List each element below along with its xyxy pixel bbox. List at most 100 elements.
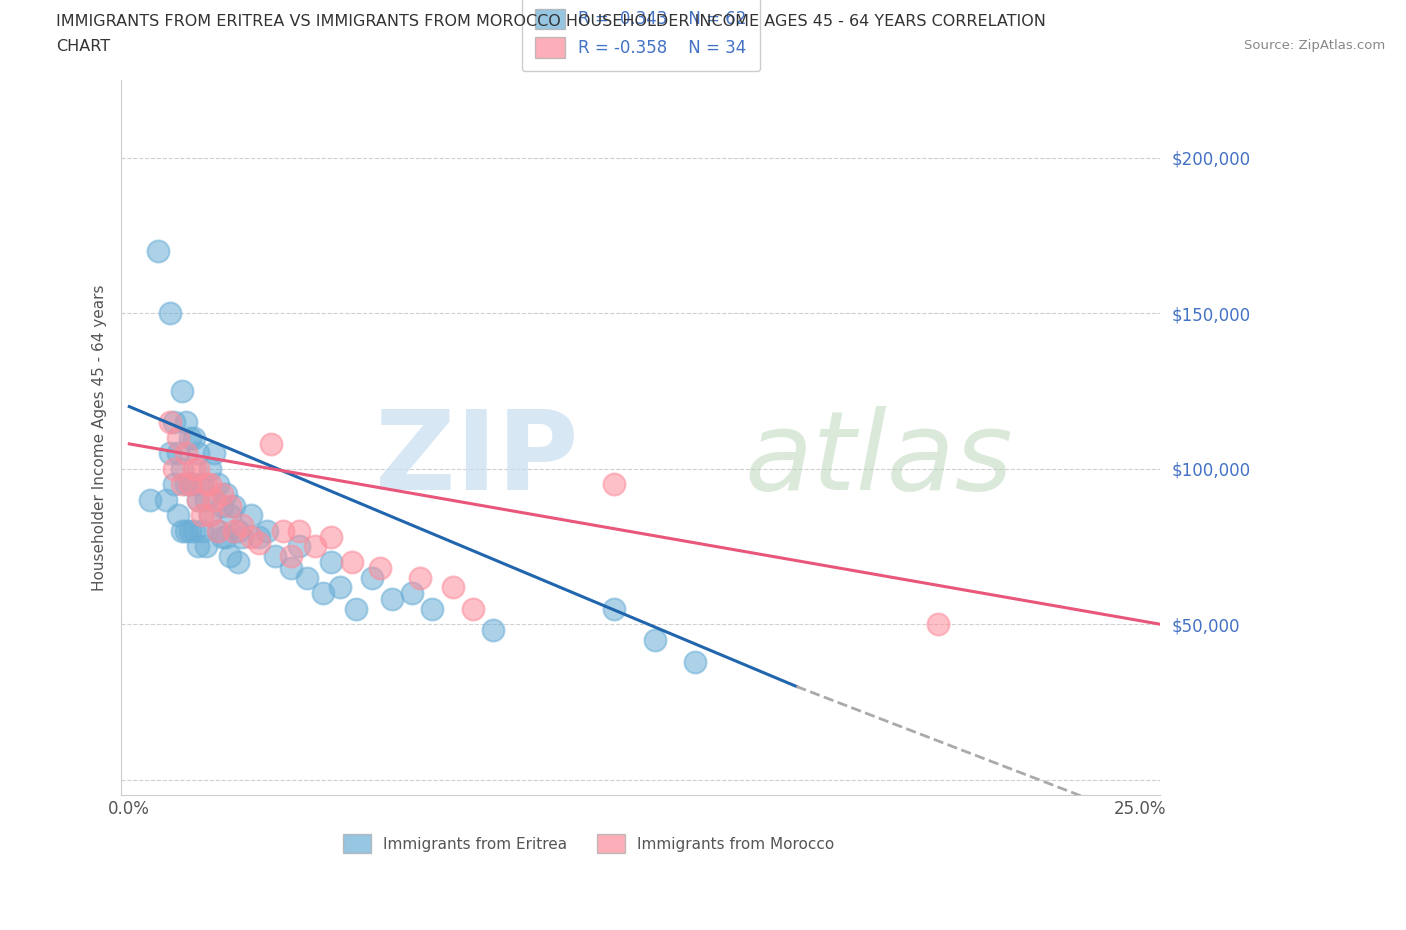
Point xyxy=(166,508,188,523)
Text: Source: ZipAtlas.com: Source: ZipAtlas.com xyxy=(1244,39,1385,52)
Point xyxy=(683,654,706,669)
Point xyxy=(170,461,193,476)
Point xyxy=(239,530,262,545)
Point xyxy=(207,524,229,538)
Point xyxy=(207,524,229,538)
Point xyxy=(263,549,285,564)
Point xyxy=(422,601,444,616)
Point xyxy=(163,461,186,476)
Y-axis label: Householder Income Ages 45 - 64 years: Householder Income Ages 45 - 64 years xyxy=(93,285,107,591)
Point xyxy=(211,486,233,501)
Point xyxy=(401,586,423,601)
Point xyxy=(219,508,242,523)
Point xyxy=(183,431,205,445)
Point xyxy=(187,445,209,460)
Point xyxy=(247,536,270,551)
Point xyxy=(159,415,181,430)
Point xyxy=(927,617,949,631)
Point xyxy=(174,524,197,538)
Point xyxy=(191,508,214,523)
Point xyxy=(228,524,250,538)
Point xyxy=(195,492,218,507)
Point xyxy=(174,415,197,430)
Point xyxy=(211,498,233,513)
Point xyxy=(219,549,242,564)
Point xyxy=(328,579,350,594)
Point xyxy=(179,431,201,445)
Point xyxy=(198,477,221,492)
Point xyxy=(215,486,238,501)
Point xyxy=(280,549,302,564)
Point xyxy=(179,477,201,492)
Point xyxy=(187,461,209,476)
Point xyxy=(256,524,278,538)
Point xyxy=(340,554,363,569)
Point xyxy=(207,477,229,492)
Point xyxy=(166,445,188,460)
Point xyxy=(166,431,188,445)
Point xyxy=(219,498,242,513)
Point xyxy=(461,601,484,616)
Point xyxy=(271,524,294,538)
Point xyxy=(321,530,343,545)
Point xyxy=(187,539,209,554)
Point xyxy=(644,632,666,647)
Point xyxy=(603,601,626,616)
Point xyxy=(191,524,214,538)
Point xyxy=(215,530,238,545)
Point xyxy=(321,554,343,569)
Point xyxy=(211,530,233,545)
Point xyxy=(280,561,302,576)
Point xyxy=(170,477,193,492)
Point xyxy=(191,477,214,492)
Point xyxy=(360,570,382,585)
Point xyxy=(163,477,186,492)
Point xyxy=(312,586,335,601)
Point xyxy=(179,524,201,538)
Point xyxy=(295,570,318,585)
Point xyxy=(368,561,391,576)
Point xyxy=(381,591,404,606)
Text: IMMIGRANTS FROM ERITREA VS IMMIGRANTS FROM MOROCCO HOUSEHOLDER INCOME AGES 45 - : IMMIGRANTS FROM ERITREA VS IMMIGRANTS FR… xyxy=(56,14,1046,29)
Text: ZIP: ZIP xyxy=(375,405,578,512)
Point xyxy=(603,477,626,492)
Point xyxy=(198,508,221,523)
Point xyxy=(202,492,225,507)
Point xyxy=(183,477,205,492)
Point xyxy=(179,477,201,492)
Point xyxy=(146,244,169,259)
Point xyxy=(260,436,283,451)
Point xyxy=(288,539,311,554)
Point xyxy=(174,445,197,460)
Point xyxy=(231,517,253,532)
Point xyxy=(170,383,193,398)
Legend: Immigrants from Eritrea, Immigrants from Morocco: Immigrants from Eritrea, Immigrants from… xyxy=(337,829,841,859)
Point xyxy=(155,492,177,507)
Point xyxy=(183,524,205,538)
Point xyxy=(228,554,250,569)
Point xyxy=(170,524,193,538)
Text: CHART: CHART xyxy=(56,39,110,54)
Point xyxy=(138,492,160,507)
Point xyxy=(409,570,432,585)
Point xyxy=(195,539,218,554)
Point xyxy=(344,601,367,616)
Point xyxy=(441,579,464,594)
Point xyxy=(187,492,209,507)
Point xyxy=(163,415,186,430)
Point xyxy=(304,539,326,554)
Point xyxy=(198,508,221,523)
Point xyxy=(195,477,218,492)
Point xyxy=(231,530,253,545)
Point xyxy=(202,445,225,460)
Point xyxy=(187,492,209,507)
Point xyxy=(174,477,197,492)
Point xyxy=(159,445,181,460)
Point xyxy=(224,498,246,513)
Point xyxy=(247,530,270,545)
Point xyxy=(239,508,262,523)
Point xyxy=(159,306,181,321)
Point xyxy=(288,524,311,538)
Text: atlas: atlas xyxy=(745,405,1014,512)
Point xyxy=(482,623,505,638)
